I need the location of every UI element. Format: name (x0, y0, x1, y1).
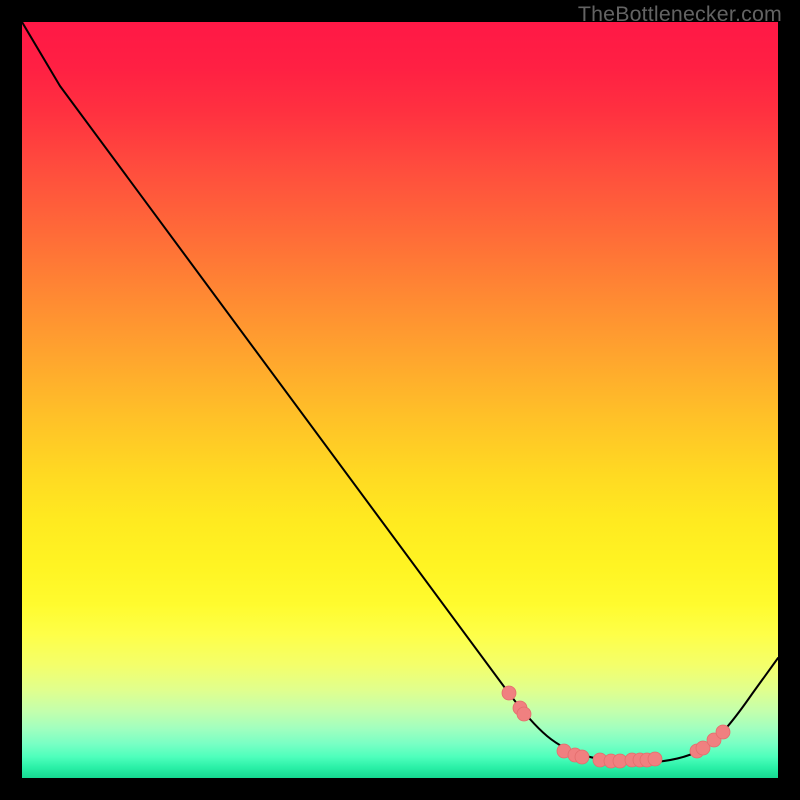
plot-background (22, 22, 778, 778)
data-marker (502, 686, 516, 700)
chart-svg (0, 0, 800, 800)
data-marker (575, 750, 589, 764)
data-marker (517, 707, 531, 721)
chart-stage: { "canvas": { "width": 800, "height": 80… (0, 0, 800, 800)
data-marker (716, 725, 730, 739)
watermark-label: TheBottlenecker.com (578, 2, 782, 27)
data-marker (648, 752, 662, 766)
